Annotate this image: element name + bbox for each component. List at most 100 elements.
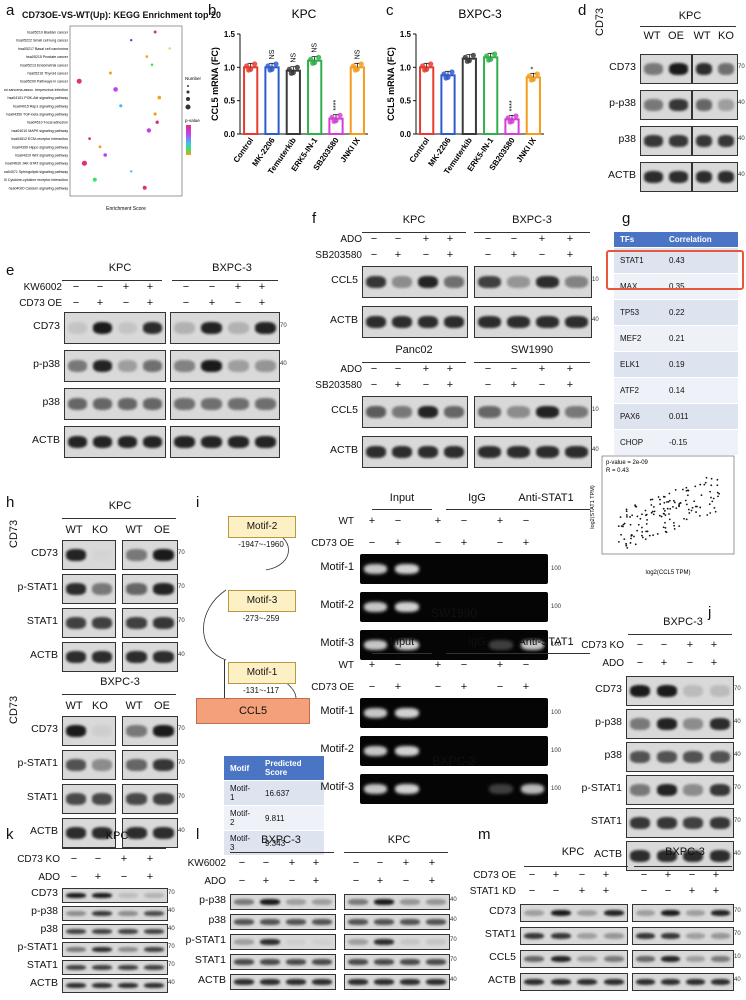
row-label: CD73 [31, 887, 58, 900]
band [550, 932, 571, 940]
row-label: p-STAT1 [185, 934, 226, 946]
scatter-point [633, 535, 635, 538]
panel-b-label: b [208, 2, 217, 19]
mw-marker: 100 [551, 566, 562, 572]
y-tick-label: 1.5 [224, 30, 236, 39]
band [630, 850, 651, 862]
kegg-term: hsa04060 Cytokine-cytokine receptor inte… [4, 178, 68, 182]
mw-marker: 70 [178, 550, 185, 556]
blot-strip [640, 162, 692, 192]
blot-strip [692, 126, 738, 156]
mw-marker: 70 [734, 818, 741, 824]
condition-label: STAT1 KD [469, 886, 516, 897]
plus-minus: + [146, 281, 154, 293]
mw-marker: 40 [738, 136, 745, 142]
scatter-point [691, 506, 694, 509]
gel-column-label: Anti-STAT1 [518, 492, 574, 504]
band [524, 932, 545, 940]
plus-minus: + [446, 233, 454, 245]
plus-minus: + [446, 363, 454, 375]
data-point [526, 73, 532, 79]
band [234, 899, 254, 905]
band [603, 955, 624, 963]
band [66, 583, 86, 595]
plus-minus: + [434, 515, 442, 527]
scatter-point [662, 512, 665, 515]
blot-strip [230, 954, 336, 970]
blot-title: KPC [105, 830, 129, 842]
blot-strip [122, 608, 178, 638]
blot-strip [64, 312, 166, 344]
blot-strip [62, 906, 168, 921]
band [374, 979, 394, 985]
gel-column-label: Input [389, 636, 415, 648]
band [201, 360, 222, 372]
band [426, 979, 446, 985]
blot-strip [626, 709, 734, 739]
mw-marker: 40 [168, 926, 175, 933]
scatter-point [626, 547, 629, 549]
kegg-dot [103, 153, 107, 157]
band [686, 909, 705, 917]
band [234, 939, 254, 945]
plus-minus: − [422, 249, 430, 261]
kegg-term: hsa04071 Sphingolipid signaling pathway [4, 170, 68, 174]
table-row: ATF2 0.14 [614, 377, 738, 404]
band [709, 817, 730, 829]
kegg-term: hsa04151 PI3K-Akt signaling pathway [7, 96, 68, 100]
side-label: CD73 [8, 695, 20, 724]
condition-label: ADO [204, 876, 226, 887]
blot-strip [632, 904, 734, 922]
band [683, 817, 704, 829]
band [374, 899, 394, 905]
scatter-point [645, 523, 648, 525]
mw-marker: 70 [734, 785, 741, 791]
blot-strip [64, 350, 166, 382]
scatter-point [664, 514, 667, 517]
band [392, 446, 412, 458]
band [695, 135, 713, 147]
lane-label: WT [65, 524, 83, 536]
blot-strip [520, 927, 628, 945]
row-label: CD73 [31, 547, 58, 559]
plus-minus: − [394, 659, 402, 671]
mw-marker: 40 [450, 897, 457, 903]
band [312, 939, 332, 945]
plus-minus: + [660, 657, 668, 669]
scatter-point [652, 534, 655, 537]
gene-connector [224, 660, 225, 698]
scatter-point [686, 494, 689, 497]
band [66, 982, 86, 988]
table-cell: 0.35 [662, 273, 738, 300]
band [711, 978, 730, 986]
band [228, 436, 249, 448]
gel-row-label: Motif-1 [320, 705, 354, 717]
data-point [513, 113, 519, 119]
scatter-point [629, 542, 632, 544]
scatter-point [644, 538, 647, 541]
band [426, 899, 446, 905]
scatter-point [629, 516, 631, 518]
data-point [505, 115, 511, 121]
condition-label: ADO [340, 234, 362, 245]
scatter-point [666, 500, 668, 503]
title-line [172, 280, 278, 281]
scatter-point [639, 517, 642, 520]
plus-minus: − [352, 875, 360, 887]
title-line [230, 852, 334, 853]
band [683, 751, 704, 763]
plus-minus: − [460, 515, 468, 527]
title-line [62, 848, 166, 849]
row-label: p-p38 [609, 97, 636, 109]
plus-minus: + [288, 857, 296, 869]
kegg-dot [146, 128, 152, 133]
band [255, 360, 276, 372]
band [400, 959, 420, 965]
band [92, 725, 112, 737]
table-cell: 16.637 [259, 780, 324, 806]
scatter-point [652, 513, 655, 516]
significance-mark: NS [290, 53, 297, 63]
plus-minus: + [710, 657, 718, 669]
plus-minus: + [578, 885, 586, 897]
